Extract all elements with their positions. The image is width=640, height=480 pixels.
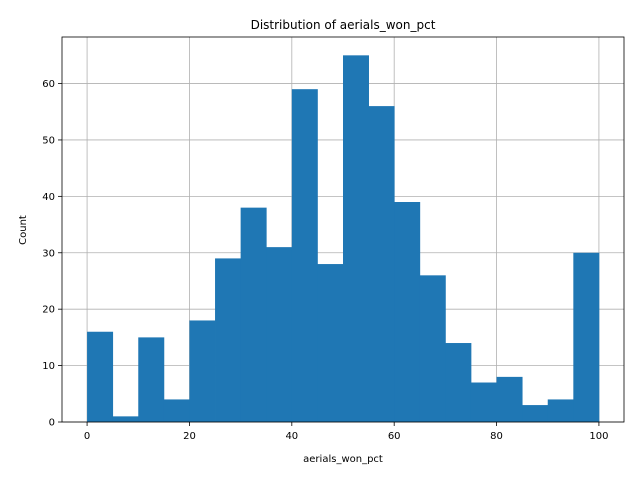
x-tick-label: 40 (285, 431, 298, 442)
histogram-bar (419, 275, 446, 422)
y-tick-label: 50 (42, 135, 55, 146)
histogram-bar (547, 399, 574, 422)
histogram-bar (87, 331, 114, 422)
histogram-bar (317, 264, 344, 422)
x-axis-label: aerials_won_pct (303, 454, 383, 465)
axes-frame (61, 36, 625, 423)
histogram-bar (445, 343, 472, 422)
x-tick-label: 20 (183, 431, 196, 442)
y-axis-ticks: 0 10 20 30 40 50 60 (42, 79, 62, 429)
y-tick-label: 30 (42, 248, 55, 259)
histogram-bar (343, 55, 369, 422)
y-tick-label: 60 (42, 79, 55, 90)
y-tick-label: 40 (42, 192, 55, 203)
histogram-bar (573, 252, 600, 422)
x-axis-ticks: 0 20 40 60 80 100 (84, 422, 608, 442)
histogram-bar (138, 337, 165, 422)
x-tick-label: 0 (84, 431, 90, 442)
chart-title: Distribution of aerials_won_pct (251, 18, 436, 32)
histogram-bar (240, 207, 267, 422)
histogram-bar (368, 106, 395, 422)
histogram-bar (522, 405, 549, 422)
histogram-bar (189, 320, 216, 422)
y-tick-label: 0 (49, 418, 55, 429)
x-tick-label: 100 (589, 431, 608, 442)
x-tick-label: 80 (490, 431, 503, 442)
x-tick-label: 60 (388, 431, 401, 442)
histogram-bar (266, 247, 293, 422)
histogram-bar (496, 376, 523, 422)
histogram-bar (163, 399, 190, 422)
histogram-bar (470, 382, 497, 422)
histogram-bar (291, 89, 318, 422)
histogram-bar (394, 202, 421, 422)
histogram-bar (215, 258, 242, 422)
y-axis-label: Count (18, 215, 29, 245)
histogram-bar (112, 416, 139, 422)
y-tick-label: 20 (42, 305, 55, 316)
histogram-bars (87, 55, 600, 422)
y-tick-label: 10 (42, 361, 55, 372)
